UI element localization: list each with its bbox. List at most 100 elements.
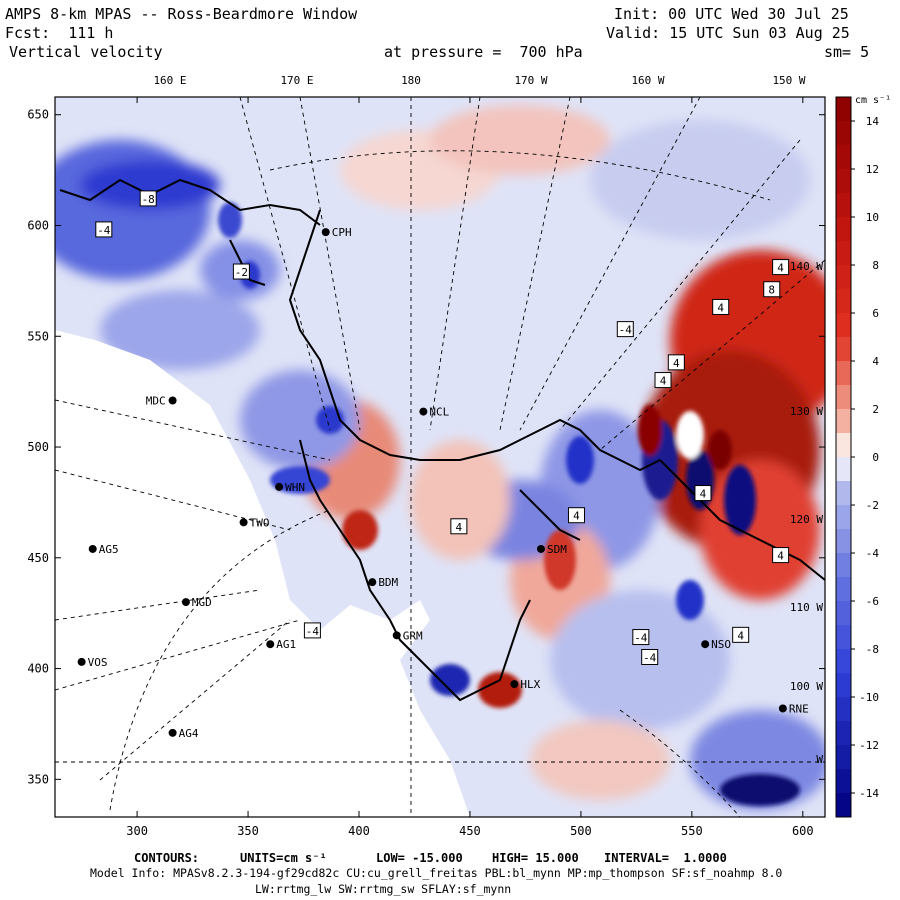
colorbar-bin [836,457,851,482]
colorbar-tick-label: -4 [866,547,880,560]
contour-label-text: -4 [634,632,648,645]
station-marker [168,396,177,405]
station-label: AG5 [99,543,119,556]
station-label: WHN [285,481,305,494]
contour-label-text: -2 [235,266,248,279]
colorbar-bin [836,721,851,746]
longitude-label: 110 W [790,601,823,614]
contour-label-box [232,263,250,280]
contour-label-box [641,648,659,665]
x-tick-label: 400 [348,824,370,838]
longitude-label: 130 W [790,405,823,418]
x-tick-label: 300 [126,824,148,838]
colorbar-bin [836,241,851,266]
colorbar-units: cm s⁻¹ [855,95,891,106]
station-ncl: NCL [419,406,450,419]
station-marker [239,518,248,527]
colorbar-bin [836,409,851,434]
colorbar-bin [836,289,851,314]
station-label: NSO [711,638,731,651]
station-label: NCL [429,406,449,419]
contour-label-box [732,626,750,643]
colorbar: cm s⁻¹ 14 12 10 8 6 4 2 0 -2 -4 -6 -8 -10 -12 -14 [835,95,891,818]
station-vos: VOS [77,656,108,669]
contour-label-box [654,372,672,389]
colorbar-tick-label: -14 [859,787,879,800]
colorbar-bin [836,553,851,578]
contour-label: 4 [694,485,712,502]
station-label: AG1 [276,638,296,651]
map-frame [54,96,826,818]
colorbar-tick-label: 12 [866,163,879,176]
contour-label-box [303,622,321,639]
coastline [59,178,825,702]
contour-label-text: 4 [660,375,667,388]
colorbar-tick-label: 10 [866,211,879,224]
y-tick-label: 550 [27,329,49,343]
station-label: CPH [332,226,352,239]
station-marker [392,631,401,640]
longitude-label: 170 E [280,74,313,87]
longitude-label: 140 W [790,260,823,273]
contour-label-text: 4 [456,521,463,534]
colorbar-bin [836,169,851,194]
station-label: BDM [378,576,398,589]
contour-label: -4 [303,622,321,639]
colorbar-bin [836,97,851,122]
contour-label-box [616,321,634,338]
station-label: MDC [146,395,166,408]
colorbar-bin [836,313,851,338]
contours-label: CONTOURS: [134,851,200,865]
colorbar-bin [836,265,851,290]
contour-label-text: 8 [768,284,775,297]
colorbar-bin [836,385,851,410]
station-marker [275,482,284,491]
contour-label-text: -8 [142,193,155,206]
colorbar-tick-label: -6 [866,595,879,608]
station-label: MGD [192,596,212,609]
colorbar-bin [836,121,851,146]
y-tick-label: 400 [27,662,49,676]
contour-label: -4 [632,629,650,646]
colorbar-bin [836,433,851,458]
longitude-labels: 160 E 170 E 180 170 W 160 W 150 W 140 W 130 W 12… [153,74,823,766]
contour-label: -4 [641,648,659,665]
colorbar-bin [836,337,851,362]
colorbar-bin [836,625,851,650]
station-nso: NSO [701,638,731,651]
model-info: Model Info: MPASv8.2.3-194-gf29cd82c CU:… [90,866,783,880]
station-marker [181,598,190,607]
contour-label-text: 4 [717,301,724,314]
colorbar-bin [836,601,851,626]
colorbar-bin [836,217,851,242]
longitude-label: 160 E [153,74,186,87]
contour-label-box [667,354,685,371]
colorbar-bin [836,769,851,794]
contour-label-box [632,629,650,646]
station-marker [778,704,787,713]
station-marker [77,657,86,666]
contour-label: -8 [139,190,157,207]
contour-label-box [95,221,113,238]
station-label: AG4 [179,727,199,740]
contour-label-box [772,547,790,564]
station-grm: GRM [392,629,423,642]
longitude-label: 100 W [790,680,823,693]
contour-label-box [139,190,157,207]
station-bdm: BDM [368,576,399,589]
x-tick-label: 350 [237,824,259,838]
map-title: AMPS 8-km MPAS -- Ross-Beardmore Window [5,5,358,23]
station-label: VOS [88,656,108,669]
field-name: Vertical velocity [9,43,163,61]
colorbar-tick-label: -10 [859,691,879,704]
units-label: UNITS=cm s⁻¹ [240,851,327,865]
smoothing: sm= 5 [824,43,870,61]
contour-label-text: 4 [573,510,580,523]
contour-label-box [694,485,712,502]
station-marker [368,578,377,587]
station-ag4: AG4 [168,727,199,740]
colorbar-tick-label: -8 [866,643,879,656]
colorbar-bin [836,145,851,170]
contour-label: -4 [95,221,113,238]
colorbar-tick-label: 8 [872,259,879,272]
